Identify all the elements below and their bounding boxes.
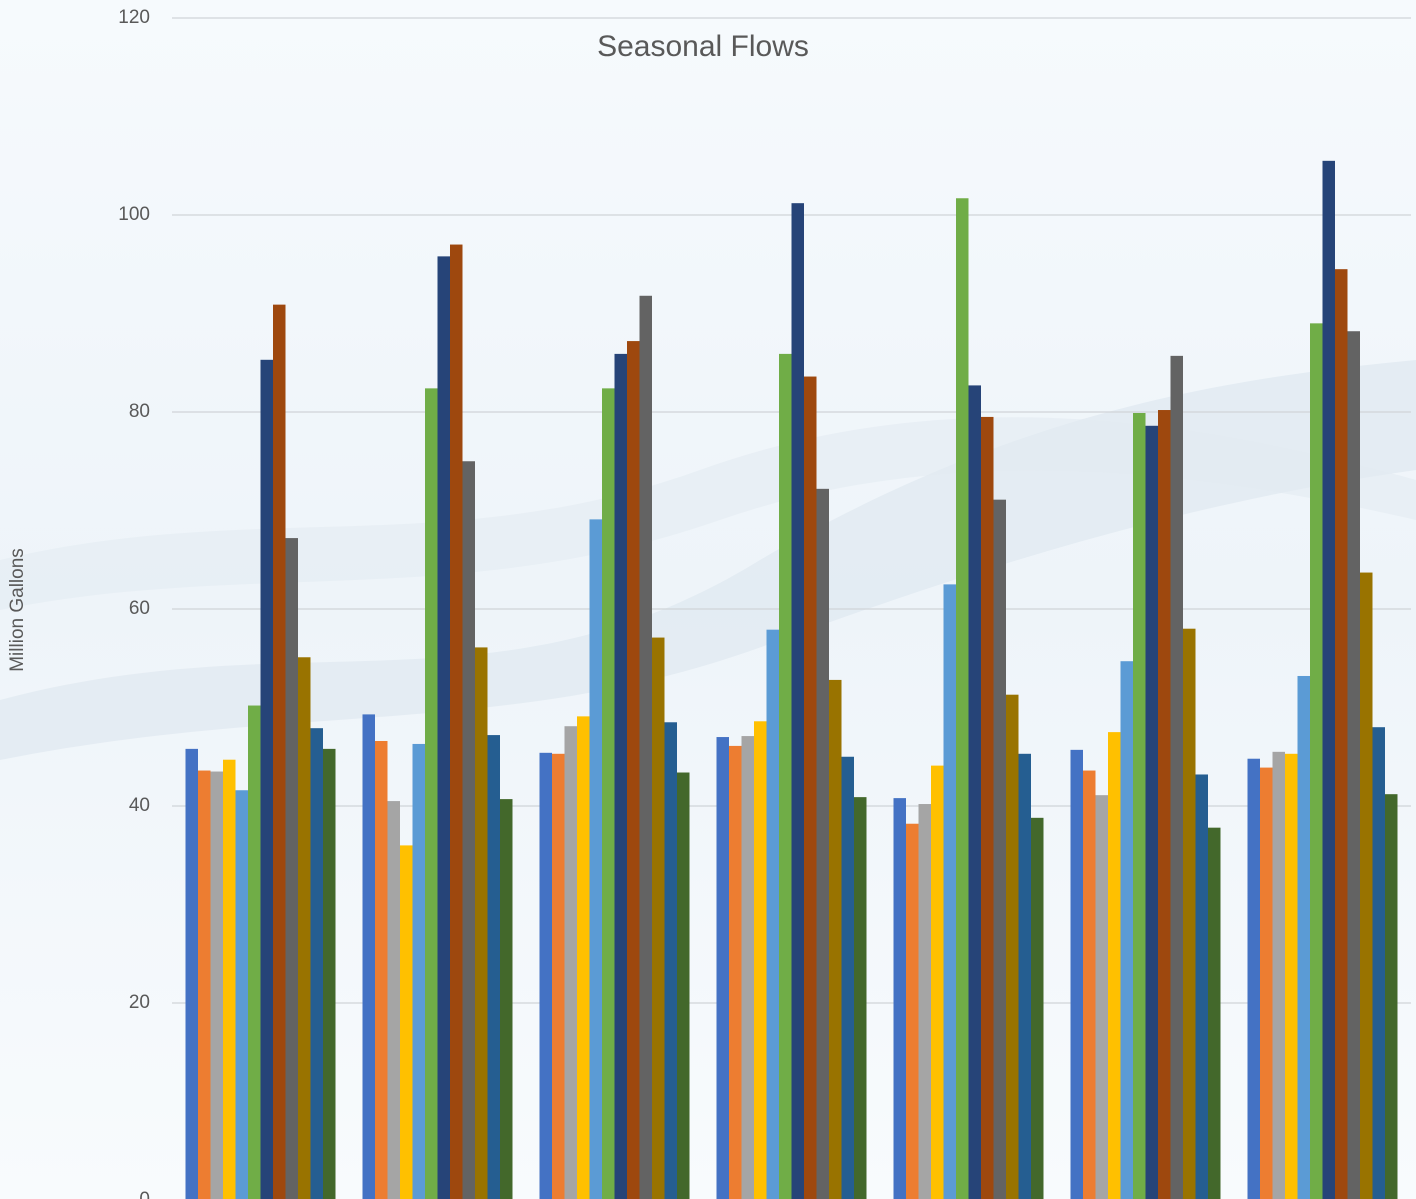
bar xyxy=(462,461,475,1199)
bar xyxy=(1297,675,1310,1199)
bar xyxy=(1272,751,1285,1199)
bar xyxy=(235,790,248,1199)
bar xyxy=(854,797,867,1199)
bar xyxy=(1247,758,1260,1199)
bar xyxy=(1145,425,1158,1199)
bar xyxy=(1310,323,1323,1199)
bar xyxy=(412,743,425,1199)
y-tick-label: 100 xyxy=(118,204,150,225)
bar xyxy=(1133,412,1146,1199)
bar xyxy=(400,845,413,1199)
bar xyxy=(1195,774,1208,1199)
bar xyxy=(627,341,640,1199)
bar xyxy=(310,728,323,1199)
bar xyxy=(450,244,463,1199)
y-tick-label: 40 xyxy=(129,795,150,816)
bar xyxy=(716,737,729,1199)
bar xyxy=(639,295,652,1199)
bar xyxy=(185,748,198,1199)
bar xyxy=(1018,753,1031,1199)
bar xyxy=(1208,827,1221,1199)
bar xyxy=(804,376,817,1199)
y-tick-label: 120 xyxy=(118,7,150,28)
bar xyxy=(1385,794,1398,1199)
y-tick-label: 20 xyxy=(129,992,150,1013)
bar xyxy=(677,772,690,1199)
bar xyxy=(1070,749,1083,1199)
bar xyxy=(956,198,969,1199)
bar xyxy=(223,759,236,1199)
bar xyxy=(779,353,792,1199)
bar xyxy=(829,679,842,1199)
bar xyxy=(931,765,944,1199)
bar xyxy=(362,714,375,1199)
bar xyxy=(375,740,388,1199)
bar xyxy=(1170,355,1183,1199)
bar xyxy=(741,736,754,1199)
y-axis-title: Million Gallons xyxy=(7,548,28,672)
bar xyxy=(664,722,677,1199)
bar xyxy=(1031,817,1044,1199)
bar xyxy=(1006,694,1019,1199)
bar xyxy=(918,804,931,1199)
bar xyxy=(248,705,261,1199)
bar xyxy=(1108,732,1121,1199)
bar xyxy=(539,752,552,1199)
bar xyxy=(564,726,577,1199)
bar xyxy=(614,353,627,1199)
bar xyxy=(1158,410,1171,1199)
bar xyxy=(841,756,854,1199)
bar xyxy=(273,304,286,1199)
bar xyxy=(766,629,779,1199)
bar xyxy=(1183,628,1196,1199)
bar xyxy=(210,771,223,1199)
bar xyxy=(577,716,590,1199)
bar xyxy=(754,721,767,1199)
bar xyxy=(1083,770,1096,1199)
bar xyxy=(1372,727,1385,1199)
bar xyxy=(1360,572,1373,1199)
bar xyxy=(1285,753,1298,1199)
wave-decoration xyxy=(0,417,1416,610)
bar xyxy=(729,745,742,1199)
y-tick-label: 80 xyxy=(129,401,150,422)
bar xyxy=(968,385,981,1199)
bar xyxy=(602,388,615,1199)
bar xyxy=(475,647,488,1199)
bar xyxy=(943,584,956,1199)
bar xyxy=(993,499,1006,1199)
bar xyxy=(893,798,906,1199)
bar xyxy=(981,416,994,1199)
bar xyxy=(906,823,919,1199)
bar xyxy=(425,388,438,1199)
bar xyxy=(437,256,450,1199)
bar xyxy=(652,637,665,1199)
bar xyxy=(1260,767,1273,1199)
bar xyxy=(298,657,311,1199)
bar xyxy=(285,538,298,1199)
y-tick-label: 60 xyxy=(129,598,150,619)
bar xyxy=(198,770,211,1199)
bar xyxy=(1095,795,1108,1199)
bar xyxy=(791,203,804,1199)
bar xyxy=(323,748,336,1199)
bar xyxy=(816,488,829,1199)
bar xyxy=(487,735,500,1199)
bar xyxy=(1120,661,1133,1199)
bar xyxy=(260,359,273,1199)
bar xyxy=(1347,331,1360,1199)
bar xyxy=(589,519,602,1199)
bar xyxy=(500,799,513,1199)
bar xyxy=(1322,160,1335,1199)
bar xyxy=(552,753,565,1199)
bar xyxy=(387,801,400,1199)
chart-title: Seasonal Flows xyxy=(597,30,809,63)
y-tick-label: 0 xyxy=(139,1189,150,1199)
bar xyxy=(1335,269,1348,1199)
